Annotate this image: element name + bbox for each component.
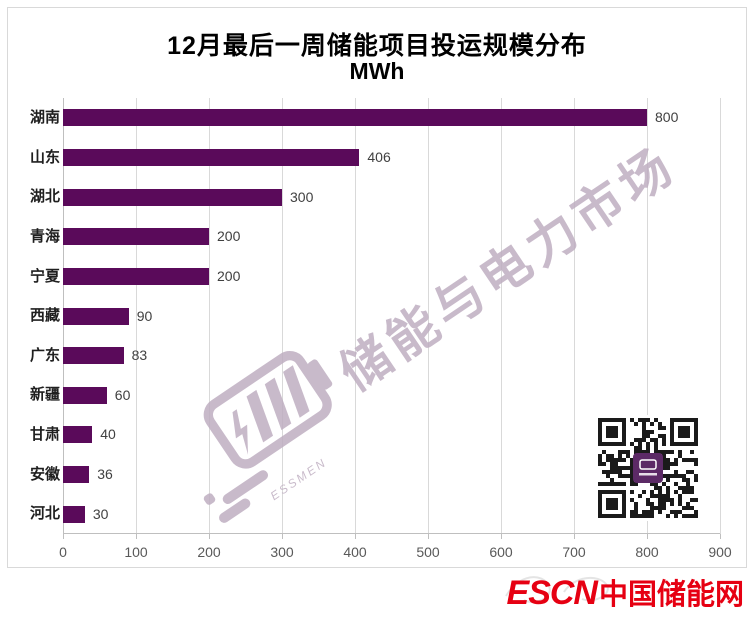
- bar-安徽: [63, 466, 90, 484]
- category-label-湖北: 湖北: [29, 188, 60, 206]
- gridline: [720, 98, 721, 534]
- gridline: [209, 98, 210, 534]
- escn-logo-en: ESCN: [506, 574, 598, 612]
- x-axis-tick: [647, 534, 648, 539]
- x-axis-tick: [355, 534, 356, 539]
- x-axis-tick-label: 200: [197, 544, 221, 560]
- bar-value-label: 90: [136, 307, 153, 324]
- escn-logo-zh: 中国储能网: [598, 579, 744, 611]
- bar-西藏: [63, 307, 129, 325]
- bar-value-label: 30: [92, 505, 109, 522]
- x-axis-tick-label: 600: [489, 544, 513, 560]
- x-axis-line: [63, 533, 720, 534]
- chart-subtitle: MWh: [349, 58, 405, 84]
- category-label-山东: 山东: [29, 148, 60, 166]
- category-label-河北: 河北: [29, 505, 60, 523]
- gridline: [136, 98, 137, 534]
- x-axis-tick-label: 0: [59, 544, 67, 560]
- category-label-湖南: 湖南: [29, 109, 60, 126]
- bar-广东: [63, 347, 124, 365]
- gridline: [501, 98, 502, 534]
- gridline: [428, 98, 429, 534]
- bar-value-label: 36: [97, 466, 113, 483]
- bar-山东: [63, 148, 360, 166]
- bar-湖南: [63, 109, 647, 127]
- x-axis-tick: [282, 534, 283, 539]
- bar-甘肃: [63, 426, 93, 444]
- bar-value-label: 40: [100, 426, 116, 443]
- bar-value-label: 60: [114, 386, 131, 403]
- chart-frame: 12月最后一周储能项目投运规模分布 MWh 湖南山东湖北青海宁夏西藏广东新疆甘肃…: [7, 7, 747, 568]
- x-axis-tick: [136, 534, 137, 539]
- bar-value-label: 300: [290, 188, 314, 205]
- bar-value-label: 200: [217, 228, 241, 245]
- bar-宁夏: [63, 267, 209, 285]
- x-axis-tick-label: 900: [708, 544, 732, 560]
- bar-青海: [63, 228, 209, 246]
- category-label-新疆: 新疆: [29, 386, 60, 404]
- x-axis-tick-label: 500: [416, 544, 440, 560]
- category-label-甘肃: 甘肃: [29, 426, 60, 444]
- x-axis-tick-label: 300: [270, 544, 294, 560]
- bar-新疆: [63, 386, 107, 404]
- category-label-青海: 青海: [29, 227, 60, 245]
- wechat-qr-code: [592, 415, 704, 521]
- category-label-西藏: 西藏: [29, 307, 60, 325]
- x-axis-tick: [574, 534, 575, 539]
- x-axis-tick: [63, 534, 64, 539]
- gridline: [647, 98, 648, 534]
- x-axis-tick: [501, 534, 502, 539]
- qr-pattern: [598, 418, 698, 518]
- category-label-广东: 广东: [29, 346, 60, 364]
- plot-area: 0 100 200 300 400 500 600 700 800 900 800 406 300 200…: [59, 98, 732, 560]
- x-axis-tick-label: 400: [343, 544, 367, 560]
- x-axis-tick-label: 800: [635, 544, 659, 560]
- x-axis-tick: [428, 534, 429, 539]
- bar-value-label: 200: [217, 267, 241, 284]
- category-axis-labels: 湖南山东湖北青海宁夏西藏广东新疆甘肃安徽河北: [18, 98, 60, 534]
- chart-title: 12月最后一周储能项目投运规模分布: [167, 32, 587, 60]
- x-axis-tick-label: 700: [562, 544, 586, 560]
- category-label-安徽: 安徽: [29, 465, 60, 483]
- gridline: [282, 98, 283, 534]
- bar-湖北: [63, 188, 282, 206]
- category-label-宁夏: 宁夏: [29, 267, 60, 285]
- gridline: [574, 98, 575, 534]
- bar-value-label: 406: [367, 148, 391, 165]
- x-axis-tick: [209, 534, 210, 539]
- bar-河北: [63, 505, 85, 523]
- bar-value-label: 800: [655, 109, 679, 126]
- x-axis-tick-label: 100: [124, 544, 148, 560]
- escn-logo: ESCN 中国储能网: [507, 571, 744, 613]
- bar-value-label: 83: [131, 347, 148, 364]
- qr-center-logo: [633, 453, 663, 483]
- x-axis-tick: [720, 534, 721, 539]
- gridline: [355, 98, 356, 534]
